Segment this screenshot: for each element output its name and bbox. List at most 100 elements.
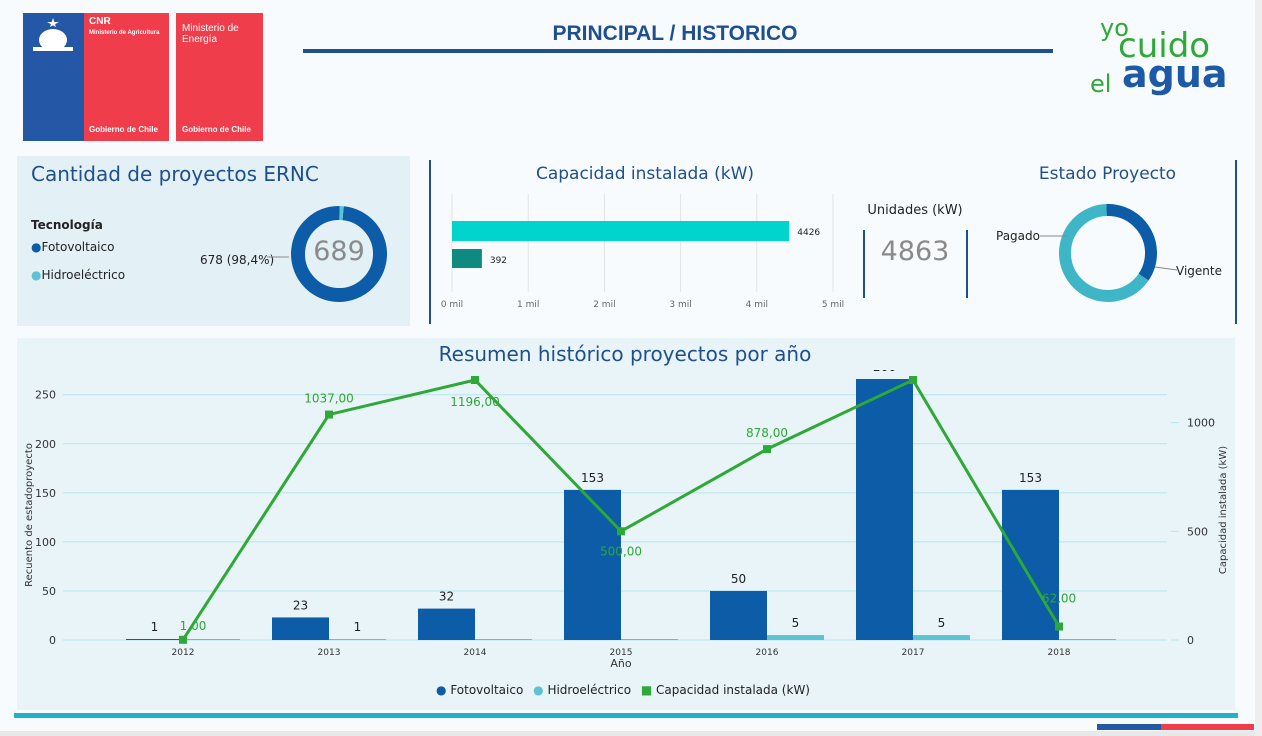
y-tick-label: 0 [49,634,56,647]
y2-tick-label: 1000 [1187,417,1215,430]
legend-item-capacidad[interactable]: ■ Capacidad instalada (kW) [641,683,810,697]
label-vigente: Vigente [1176,264,1222,278]
cnr-title: CNR [89,16,111,27]
bar-fotovoltaico-2012 [126,639,183,640]
donut-slice-vigente [1059,203,1157,302]
bar-hidroelectrico-2013 [329,639,386,640]
brand-logo-yo-cuido-el-agua: yo cuido el agua [1088,12,1248,107]
capacidad-point [763,445,771,454]
y-tick-label: 200 [35,438,56,451]
capacidad-point [1055,622,1063,631]
x-tick-label: 2013 [318,648,341,658]
capacidad-bar [452,249,482,268]
brand-agua: agua [1122,52,1228,96]
label-pagado: Pagado [996,229,1040,243]
bar-label-fotovoltaico: 1 [151,620,159,634]
callout-line [267,256,289,258]
x-tick-label: 1 mil [517,300,539,310]
capacidad-point-label: 62,00 [1042,592,1076,606]
dot-icon: ● [31,240,42,254]
x-tick-label: 4 mil [746,300,768,310]
bar-hidroelectrico-2015 [621,639,678,640]
bar-label-fotovoltaico: 23 [293,598,308,612]
callout-line [1155,266,1178,271]
historico-title: Resumen histórico proyectos por año [438,342,812,366]
divider [1235,160,1237,324]
legend-item-fotovoltaico[interactable]: ● Fotovoltaico [436,683,523,697]
minergia-title: Ministerio de Energía [182,23,239,45]
divider [429,160,431,324]
callout-line [1040,235,1068,237]
donut-slice-hidroeléctrico [291,206,387,302]
dot-icon: ● [31,268,42,282]
bar-value-label: 392 [490,256,507,266]
legend-label: Capacidad instalada (kW) [656,683,810,697]
bar-label-fotovoltaico: 266 [873,370,896,374]
legend-item-hidroelectrico[interactable]: ●Hidroeléctrico [31,268,125,282]
capacidad-title: Capacidad instalada (kW) [535,164,755,184]
title-underline [303,49,1053,53]
bar-label-hidroelectrico: 1 [354,620,362,634]
cnr-subtitle: Ministerio de Agricultura [89,30,160,36]
y-axis-label: Recuento de estadoproyecto [24,443,35,587]
dot-icon: ● [533,683,544,697]
capacidad-bar-chart: 0 mil 1 mil 2 mil 3 mil 4 mil 5 mil 4426 392 [441,194,844,310]
x-axis-label: Año [610,657,631,670]
bar-hidroelectrico-2017 [913,635,970,640]
brand-cuido: cuido [1118,26,1211,66]
divider [966,230,968,298]
bar-value-label: 4426 [797,228,820,238]
scrollbar-edge[interactable] [1255,0,1262,736]
logo-ministerio-energia: Ministerio de Energía Gobierno de Chile [176,13,263,141]
capacidad-point [179,635,187,644]
capacidad-point-label: 1,00 [180,619,207,633]
legend-label: Hidroeléctrico [547,683,632,697]
estado-donut-chart[interactable] [1057,202,1159,304]
footer-flag-red [1161,724,1254,730]
x-tick-label: 2014 [464,648,487,658]
x-tick-label: 2018 [1048,648,1071,658]
page-title: PRINCIPAL / HISTORICO [552,22,798,45]
x-tick-label: 0 mil [441,300,463,310]
bar-label-fotovoltaico: 32 [439,590,454,604]
cnr-gov: Gobierno de Chile [89,125,158,134]
brand-el: el [1090,70,1112,98]
bar-label-fotovoltaico: 153 [581,471,604,485]
x-tick-label: 5 mil [822,300,844,310]
legend-item-hidroelectrico[interactable]: ● Hidroeléctrico [533,683,631,697]
bar-fotovoltaico-2013 [272,617,329,640]
ernc-legend-title: Tecnología [31,218,103,232]
legend-label: Fotovoltaico [450,683,524,697]
bar-fotovoltaico-2014 [418,608,475,640]
bar-label-hidroelectrico: 5 [792,616,800,630]
bar-fotovoltaico-2016 [710,590,767,640]
bar-fotovoltaico-2015 [564,489,621,640]
legend-item-fotovoltaico[interactable]: ●Fotovoltaico [31,240,114,254]
chart-legend: ● Fotovoltaico ● Hidroeléctrico ■ Capaci… [436,683,810,697]
capacidad-point-label: 878,00 [746,426,788,440]
capacidad-point [471,376,479,384]
bar-hidroelectrico-2014 [475,639,532,640]
y2-tick-label: 500 [1187,525,1208,538]
x-tick-label: 2 mil [593,300,615,310]
x-tick-label: 2016 [756,648,779,658]
bottom-strip [0,731,1262,736]
x-tick-label: 2012 [172,648,195,658]
y-tick-label: 150 [35,487,56,500]
y2-axis-label: Capacidad instalada (kW) [1218,446,1229,574]
capacidad-point [325,410,333,419]
y-tick-label: 50 [42,585,56,598]
units-value: 4863 [880,236,950,267]
ernc-donut-chart[interactable] [289,204,389,304]
coat-of-arms-icon [33,18,73,51]
capacidad-bar [452,221,790,241]
x-tick-label: 3 mil [669,300,691,310]
bar-hidroelectrico-2018 [1059,639,1116,640]
divider [863,230,865,298]
y-tick-label: 250 [35,389,56,402]
legend-label: Fotovoltaico [41,240,115,254]
dot-icon: ● [436,683,447,697]
x-tick-label: 2015 [610,648,633,658]
capacidad-point-label: 1037,00 [304,392,354,406]
